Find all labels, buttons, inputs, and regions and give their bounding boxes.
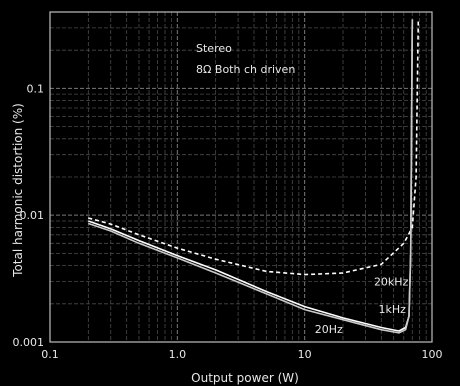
series-label-20khz: 20kHz [374,275,409,288]
y-tick-label: 0.1 [27,82,45,95]
x-axis-label: Output power (W) [191,371,299,385]
series-label-1khz: 1kHz [378,303,406,316]
series-labels: 20kHz 1kHz 20Hz [315,275,409,336]
x-tick-label: 10 [298,348,312,361]
tick-labels: 0.1 1.0 10 100 0.001 0.01 0.1 [13,82,443,361]
annotation-line-2: 8Ω Both ch driven [196,63,295,76]
y-tick-label: 0.01 [20,209,45,222]
plot-frame [49,11,433,343]
series-label-20hz: 20Hz [315,323,343,336]
chart-grid [49,11,432,343]
x-tick-label: 1.0 [169,348,187,361]
series-group [88,19,420,334]
annotation: Stereo 8Ω Both ch driven [196,42,295,76]
series-line-20khz [88,19,420,276]
annotation-line-1: Stereo [196,42,232,55]
y-axis-label: Total harmonic distortion (%) [11,103,25,278]
x-tick-label: 100 [422,348,443,361]
y-tick-label: 0.001 [13,336,45,349]
x-tick-label: 0.1 [41,348,59,361]
series-line-20hz [88,19,414,334]
